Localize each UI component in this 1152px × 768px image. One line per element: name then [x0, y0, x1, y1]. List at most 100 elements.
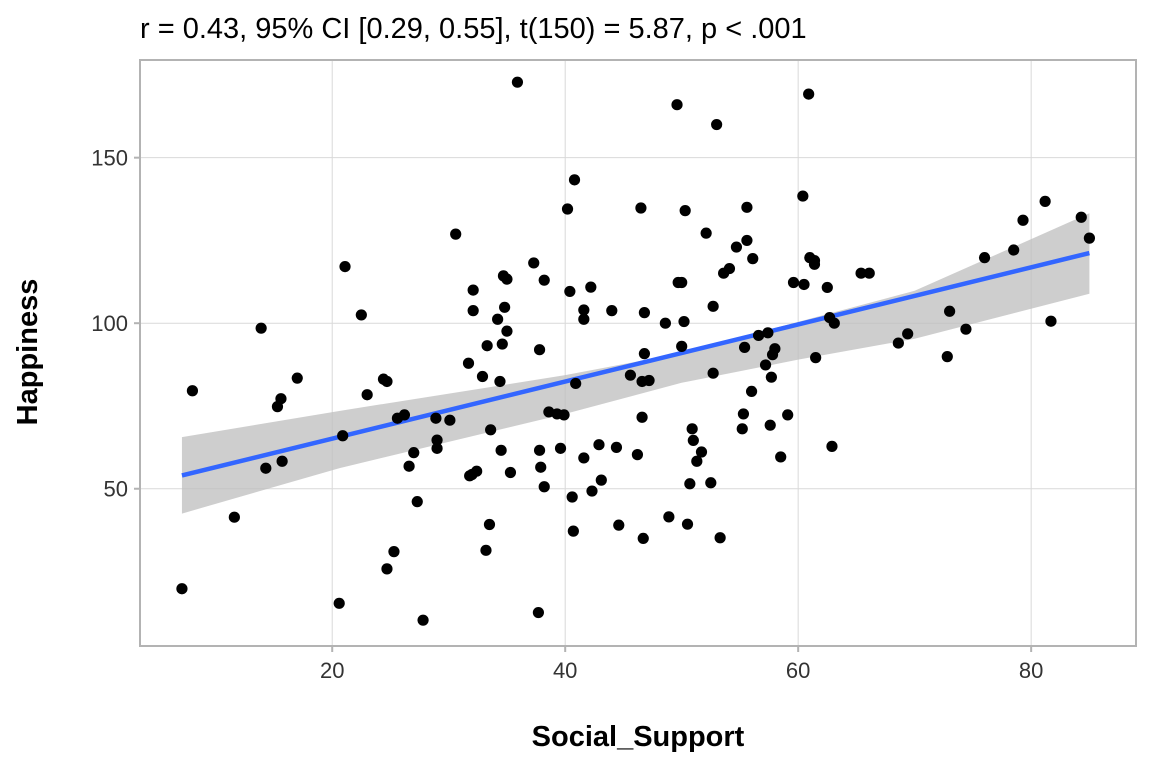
data-point [585, 281, 597, 293]
data-point [476, 370, 489, 383]
data-point [568, 174, 581, 186]
data-point [533, 444, 546, 456]
regression-line [181, 250, 1090, 478]
data-point [978, 252, 991, 264]
data-point [736, 423, 748, 435]
data-point [775, 451, 787, 463]
data-point [636, 411, 648, 423]
data-point [566, 491, 578, 503]
data-point [810, 352, 822, 364]
data-point [663, 511, 675, 523]
data-point [431, 442, 443, 454]
data-point [561, 203, 574, 215]
data-point [494, 375, 506, 388]
data-point [711, 118, 723, 131]
data-point [361, 389, 373, 401]
data-point [528, 257, 540, 269]
data-point [538, 274, 550, 286]
y-axis-title: Happiness [12, 279, 44, 426]
data-point [255, 322, 267, 334]
data-point [613, 519, 625, 531]
y-tick-label: 50 [104, 477, 128, 502]
data-point [496, 338, 508, 350]
x-tick-label: 20 [320, 658, 344, 683]
data-point [176, 583, 188, 595]
data-point [808, 255, 821, 267]
data-point [1017, 214, 1029, 226]
data-point [501, 273, 513, 285]
data-point [467, 284, 479, 296]
y-tick-label: 150 [91, 146, 128, 171]
data-point [564, 285, 576, 298]
data-point [902, 328, 914, 340]
data-point [737, 408, 750, 420]
data-point [355, 309, 367, 321]
data-point [511, 76, 524, 88]
data-point [481, 340, 493, 352]
data-point [1083, 232, 1096, 244]
data-point [578, 452, 590, 464]
panel-border [139, 59, 1137, 647]
data-point [495, 444, 507, 456]
data-point [707, 300, 719, 312]
data-point [1075, 211, 1087, 223]
data-point [700, 227, 712, 239]
data-point [821, 281, 833, 294]
data-point [638, 348, 651, 360]
data-point [705, 477, 717, 489]
data-point [578, 304, 590, 316]
data-point [769, 343, 781, 355]
data-point [691, 455, 703, 467]
data-point [741, 234, 753, 247]
data-point [403, 460, 415, 472]
data-point [659, 317, 671, 329]
data-point [567, 525, 579, 537]
data-point [638, 307, 651, 319]
data-point [678, 315, 690, 328]
data-point [504, 466, 517, 479]
data-point [762, 327, 774, 339]
x-axis-title: Social_Support [532, 721, 745, 753]
data-point [444, 414, 456, 426]
data-point [291, 372, 303, 384]
data-point [787, 276, 800, 289]
data-point [260, 462, 272, 474]
data-point [485, 424, 497, 436]
data-point [408, 447, 420, 459]
data-point [593, 439, 605, 451]
data-point [687, 434, 699, 447]
data-point [480, 544, 492, 556]
data-point [554, 442, 567, 454]
y-tick-label: 100 [91, 311, 128, 336]
data-point [863, 267, 875, 279]
data-point [1008, 244, 1020, 256]
data-point [411, 496, 423, 508]
data-point [388, 546, 400, 558]
data-point [631, 449, 644, 461]
data-point [535, 461, 547, 473]
data-point [826, 440, 838, 452]
data-point [741, 201, 753, 213]
data-point [337, 430, 349, 442]
data-point [276, 455, 288, 467]
data-point [228, 511, 240, 523]
data-point [275, 393, 287, 405]
data-point [960, 323, 972, 335]
data-point [450, 228, 462, 240]
data-point [747, 253, 759, 265]
data-point [714, 532, 726, 544]
data-point [483, 518, 496, 531]
data-point [643, 374, 655, 387]
data-point [398, 409, 411, 421]
data-point [745, 385, 758, 398]
data-point [679, 205, 691, 217]
data-point [339, 260, 351, 273]
data-point [944, 305, 956, 317]
data-point [186, 385, 199, 397]
data-point [798, 278, 810, 291]
data-point [730, 241, 743, 253]
data-point [381, 375, 393, 388]
data-point [430, 412, 442, 424]
data-point [637, 532, 649, 545]
